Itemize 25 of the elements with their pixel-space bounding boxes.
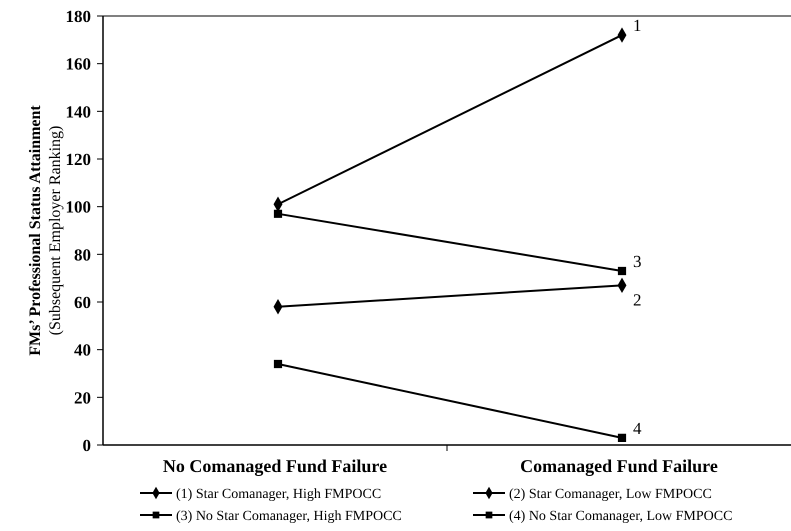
legend-label: (4) No Star Comanager, Low FMPOCC [509,509,732,524]
point [618,434,626,442]
point [274,360,282,368]
x-tick-label: Comanaged Fund Failure [520,456,718,476]
legend-label: (2) Star Comanager, Low FMPOCC [509,487,712,502]
annotation: 4 [633,418,642,438]
annotation: 3 [633,252,642,272]
y-tick-label: 140 [66,102,91,122]
point [274,210,282,218]
y-tick-label: 60 [74,292,91,312]
y-tick-label: 160 [66,54,91,74]
y-tick-label: 180 [66,6,91,26]
point [618,266,626,276]
y-tick-label: 0 [82,436,91,455]
legend-label: (3) No Star Comanager, High FMPOCC [176,509,402,524]
y-tick-label: 120 [66,150,91,169]
y-tick-label: 40 [74,340,91,360]
legend-label: (1) Star Comanager, High FMPOCC [176,487,382,502]
annotation: 1 [633,16,642,36]
y-axis-title: FMs’ Professional Status Attainment (Subsequent Employer Ranking) [27,104,64,356]
annotation: 2 [633,290,642,310]
x-tick-label: No Comanaged Fund Failure [162,456,388,476]
y-tick-label: 100 [66,198,91,217]
y-tick-label: 80 [74,245,91,264]
y-tick-label: 20 [74,388,91,408]
